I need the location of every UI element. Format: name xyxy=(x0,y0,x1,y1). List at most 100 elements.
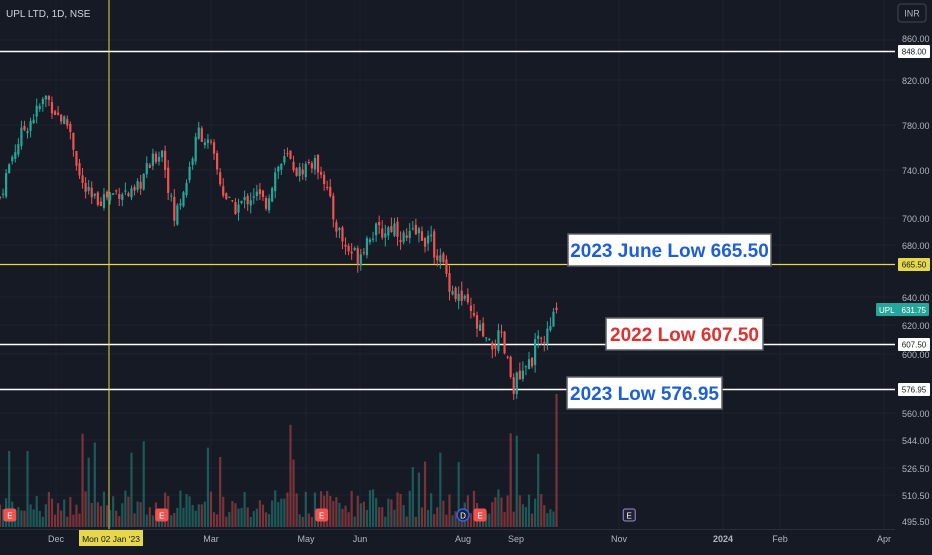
last-price-symbol: UPL xyxy=(879,306,895,315)
volume-bar xyxy=(286,492,289,527)
chart-title: UPL LTD, 1D, NSE xyxy=(6,9,91,20)
volume-bar xyxy=(105,505,109,527)
volume-bar xyxy=(494,497,497,527)
candle-body xyxy=(463,295,466,299)
candle-body xyxy=(292,161,295,171)
annotations[interactable]: 2023 June Low 665.50 2022 Low 607.50 2023 … xyxy=(566,233,772,410)
annotation-box[interactable] xyxy=(605,317,764,351)
candle-body xyxy=(307,162,310,164)
candle-body xyxy=(534,339,537,365)
price-tick-label: 860.00 xyxy=(902,34,930,44)
candle-body xyxy=(105,191,109,198)
volume-bar xyxy=(387,498,390,527)
price-tick-label: 526.50 xyxy=(902,464,930,474)
earnings-marker[interactable] xyxy=(622,508,636,522)
candle-body xyxy=(185,182,188,196)
time-tick-label: Mar xyxy=(203,534,219,544)
volume-bar xyxy=(341,508,344,527)
dividend-marker[interactable] xyxy=(456,508,470,522)
volume-bar xyxy=(399,493,402,527)
currency-label[interactable]: INR xyxy=(904,9,920,19)
candle-body xyxy=(99,201,103,206)
volume-bar xyxy=(405,516,408,527)
volume-bar xyxy=(182,507,185,527)
annotation-label[interactable]: 2023 Low 576.95 xyxy=(570,384,719,405)
candle-body xyxy=(78,163,81,176)
volume-bar xyxy=(347,512,350,527)
volume-bar xyxy=(414,516,417,527)
annotation-label[interactable]: 2023 June Low 665.50 xyxy=(570,241,769,262)
volume-bar xyxy=(292,459,295,527)
candle-body xyxy=(283,155,286,163)
price-tick-label: 510.50 xyxy=(902,491,930,501)
candle-body xyxy=(50,102,54,114)
annotation-label[interactable]: 2022 Low 607.50 xyxy=(610,325,759,346)
volume-bar xyxy=(249,516,252,527)
volume-bar xyxy=(329,495,332,527)
annotation-box[interactable] xyxy=(566,376,723,410)
level-tags: 848.00 665.50 607.50 576.95 xyxy=(898,45,930,396)
candle-body xyxy=(518,370,521,380)
volume-bar xyxy=(509,433,512,527)
candle-body xyxy=(44,95,47,100)
candle-body xyxy=(228,196,231,198)
volume-bar xyxy=(274,490,277,527)
earnings-marker[interactable] xyxy=(473,508,487,522)
volume-bar xyxy=(219,456,222,527)
candle-body xyxy=(154,153,158,163)
candle-body xyxy=(457,293,460,301)
candle-body xyxy=(543,342,546,344)
volume-bar xyxy=(515,435,518,527)
time-axis[interactable]: Dec Mar May Jun Aug Sep Nov 2024 Feb Apr xyxy=(48,534,891,544)
candle-body xyxy=(448,273,451,292)
volume-bar xyxy=(115,510,118,527)
candle-body xyxy=(530,357,534,367)
candle-body xyxy=(521,370,524,380)
earnings-marker[interactable] xyxy=(3,508,17,522)
volume-bar xyxy=(139,502,142,527)
currency-button-frame[interactable] xyxy=(897,3,927,23)
time-tick-label: 2024 xyxy=(713,534,733,544)
candle-body xyxy=(280,163,283,170)
volume-bar xyxy=(151,515,154,527)
volume-bar xyxy=(368,490,372,527)
volume-bar xyxy=(335,497,338,527)
candle-body xyxy=(182,192,185,207)
level-tag-bg xyxy=(898,338,930,351)
candle-body xyxy=(115,190,118,192)
volume-bar xyxy=(237,508,240,527)
volume-bar xyxy=(145,514,148,527)
time-tick-label: Apr xyxy=(877,534,891,544)
price-axis[interactable]: 860.00 820.00 780.00 740.00 700.00 680.00 640.… xyxy=(902,34,930,527)
earnings-marker[interactable] xyxy=(155,508,169,522)
candle-body xyxy=(313,158,317,170)
candle-body xyxy=(200,128,203,142)
volume-bar xyxy=(258,500,262,527)
candle-body xyxy=(353,247,356,250)
volume-bar xyxy=(393,509,396,527)
currency-button[interactable]: INR xyxy=(897,3,927,23)
volume-bar xyxy=(381,507,384,527)
volume-bar xyxy=(255,508,258,527)
volume-bar xyxy=(390,499,393,527)
candle-body xyxy=(5,173,8,197)
last-price-tag: UPL 631.75 xyxy=(876,303,929,316)
earnings-marker[interactable] xyxy=(315,508,329,522)
volume-bar xyxy=(87,457,90,527)
annotation-box[interactable] xyxy=(567,233,772,267)
candle-body xyxy=(344,244,347,247)
volume-bar xyxy=(521,504,524,527)
candle-body xyxy=(188,166,191,181)
volume-bar xyxy=(44,504,47,527)
level-tag-label: 607.50 xyxy=(902,341,927,350)
candle-body xyxy=(252,196,255,198)
candle-body xyxy=(157,156,161,162)
volume-bar xyxy=(359,503,362,527)
volume-bar xyxy=(124,490,127,527)
volume-bar xyxy=(518,495,521,527)
candle-body xyxy=(537,335,540,339)
volume-bar xyxy=(66,516,69,527)
